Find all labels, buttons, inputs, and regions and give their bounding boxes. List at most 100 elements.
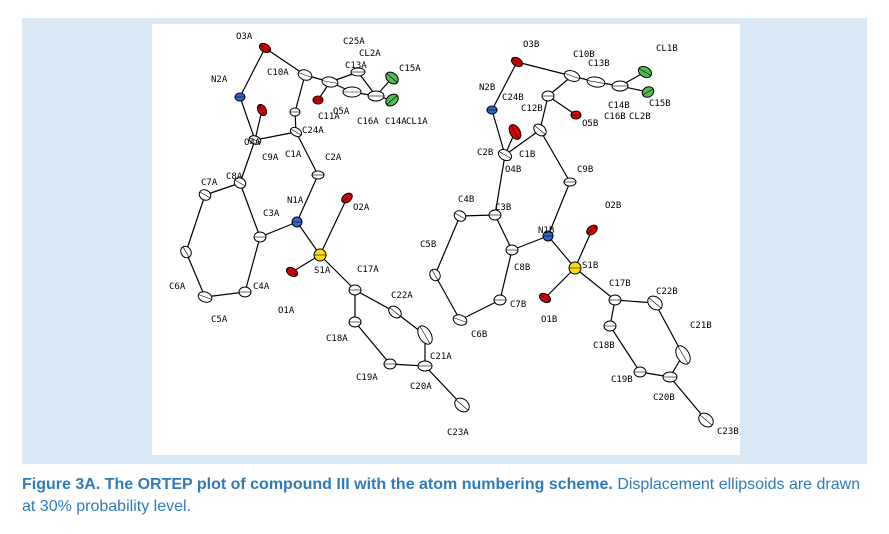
atom-label: C6A [169,282,186,292]
atom-label: C21B [690,321,712,331]
atom-octant [249,137,261,143]
atom-octant [587,80,605,84]
atom-label: C4B [458,195,474,205]
atom-label: O4A [244,138,261,148]
atom-label: C3B [495,203,511,213]
atom-label: O5A [333,107,350,117]
atom-label: CL1B [656,44,678,54]
atoms [180,42,714,428]
caption-label: Figure 3A. The ORTEP plot of compound II… [22,476,613,493]
atom-label: C5B [420,240,436,250]
atom-label: C1A [285,150,302,160]
atom-octant [198,294,212,300]
atom-octant [498,151,512,159]
atom-label: CL1A [406,117,428,127]
atom-label: C19A [356,373,378,383]
atom-label: C7B [510,300,526,310]
atom-octant [290,128,302,136]
atom-label: C15B [649,99,671,109]
atom-label: C22B [656,287,678,297]
atom-label: C1B [519,150,535,160]
atom-label: C15A [399,64,421,74]
atom-label: C3A [263,209,280,219]
atom-octant [510,124,520,140]
atom-label: C24B [502,93,524,103]
atom-octant [564,72,580,80]
atom-label: C19B [611,375,633,385]
atom-octant [386,95,398,105]
atom-label: S1B [582,261,598,271]
atom-label: O2A [353,203,370,213]
bonds [185,47,707,421]
atom-octant [342,193,352,203]
atom-label: C17B [609,279,631,289]
atom-label: C18A [326,334,348,344]
atom-label: C14B [608,101,630,111]
atom-label: C13A [345,61,367,71]
atom-octant [453,317,467,323]
atom-label: S1A [314,266,331,276]
atom-label: C9A [262,153,279,163]
plot-background [152,24,740,455]
atom-octant [419,326,431,344]
atom-octant [234,179,246,187]
atom-label: C23B [717,427,739,437]
atom-label: N1B [538,226,554,236]
caption-text: Displacement ellipsoids are drawn at 30%… [22,476,861,515]
atom-label: C12B [521,104,543,114]
atom-label: C14A [385,117,407,127]
atom-label: C23A [447,428,469,438]
atom-label: O3B [523,40,539,50]
atom-label: C2A [325,153,342,163]
bond-path [185,47,707,421]
atom-label: N1A [287,196,304,206]
atom-label: C2B [477,148,493,158]
atom-label: C16A [357,117,379,127]
atom-octant [638,68,652,76]
atom-octant [389,307,401,317]
atom-label: C11A [318,112,340,122]
atom-label: C17A [357,265,379,275]
atom-octant [534,125,546,135]
atom-octant [298,72,312,78]
atom-label: N2A [211,75,228,85]
atom-label: C21A [430,352,452,362]
atom-label: C18B [593,341,615,351]
atom-label: C9B [577,165,593,175]
atom-octant [258,104,266,116]
atom-label: C8B [514,263,530,273]
atom-label: C4A [253,282,270,292]
atom-label: C16B [604,112,626,122]
atom-label: C24A [302,126,324,136]
atom-label: C10B [573,50,595,60]
caption: Figure 3A. The ORTEP plot of compound II… [22,474,872,518]
atom-octant [699,414,713,426]
atom-octant [386,73,398,83]
atom-label: CL2B [629,112,651,122]
atom-label: N2B [479,83,495,93]
atom-label: C8A [226,172,243,182]
atom-octant [199,191,211,199]
atom-octant [587,225,597,235]
atom-octant [455,399,469,411]
atom-octant [539,294,551,302]
atom-label: C13B [588,59,610,69]
atom-octant [511,58,523,66]
atom-octant [648,297,662,309]
atom-label: C20A [410,382,432,392]
atom-label: C10A [267,68,289,78]
atom-label: C22A [391,291,413,301]
atom-label: C7A [201,178,218,188]
atom-label: C5A [211,315,228,325]
atom-label: O5B [582,119,598,129]
atom-octant [642,88,654,96]
atom-octant [322,80,338,84]
atom-label: O3A [236,32,253,42]
atom-octant [677,346,689,364]
atom-octant [454,212,466,220]
atom-label: C25A [343,37,365,47]
atom-octant [431,269,439,281]
